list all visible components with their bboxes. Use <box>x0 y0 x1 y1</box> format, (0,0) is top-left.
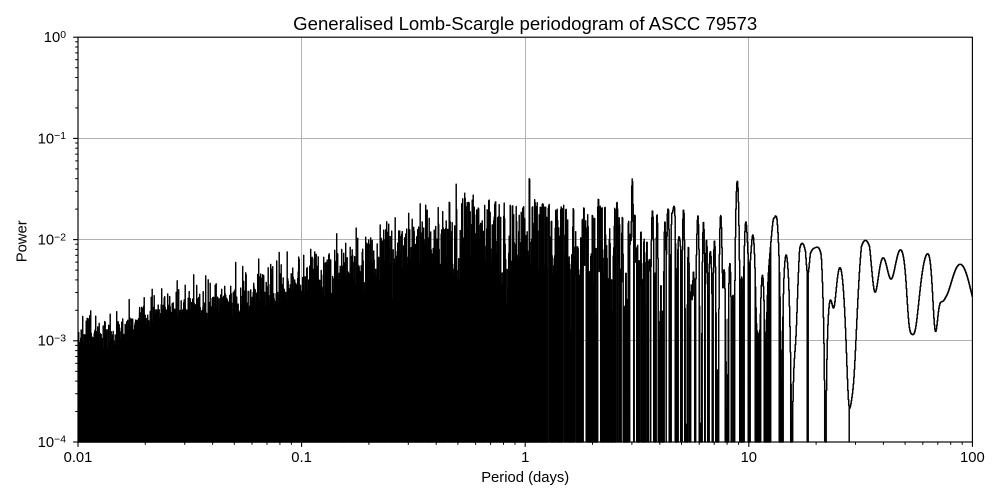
svg-text:Period (days): Period (days) <box>481 470 569 486</box>
svg-text:0.01: 0.01 <box>64 450 93 466</box>
svg-text:0.1: 0.1 <box>291 450 312 466</box>
svg-text:Generalised Lomb-Scargle perio: Generalised Lomb-Scargle periodogram of … <box>293 13 757 34</box>
svg-text:100: 100 <box>960 450 985 466</box>
svg-text:1: 1 <box>521 450 529 466</box>
svg-text:10: 10 <box>741 450 757 466</box>
svg-text:Power: Power <box>14 220 30 262</box>
